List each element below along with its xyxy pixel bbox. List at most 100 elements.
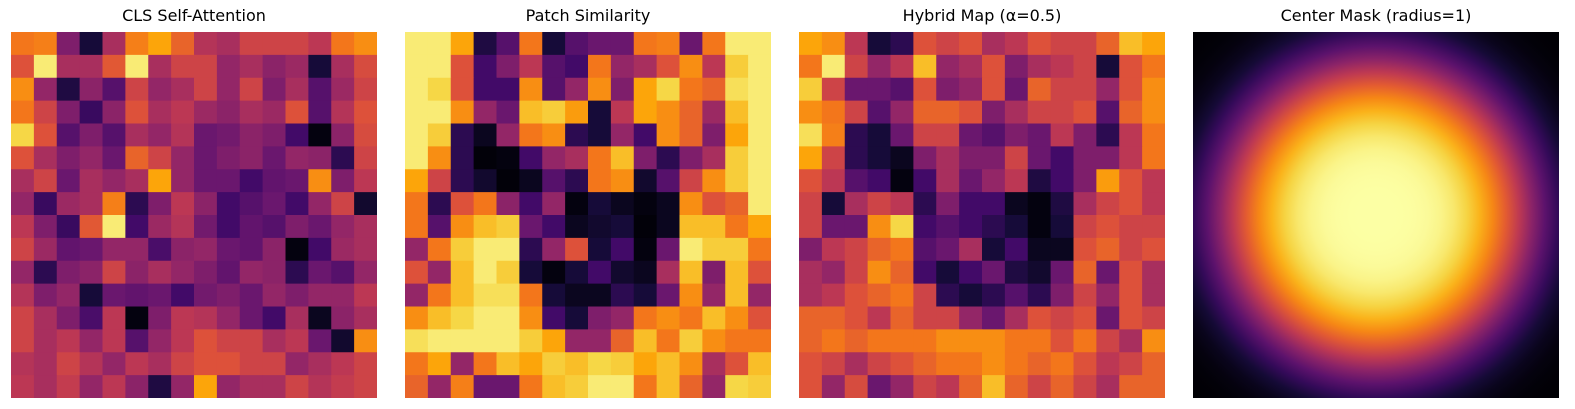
heatmap-cell: [496, 306, 520, 330]
heatmap-cell: [702, 146, 726, 170]
heatmap-cell: [11, 329, 35, 353]
heatmap-cell: [56, 123, 81, 147]
heatmap-cell: [610, 260, 635, 285]
heatmap-cell: [959, 329, 983, 353]
panel-cls-self-attention: CLS Self-Attention: [11, 0, 377, 409]
heatmap-cell: [702, 100, 726, 124]
heatmap-cell: [148, 77, 172, 102]
heatmap-cell: [194, 146, 218, 170]
heatmap-cell: [1096, 77, 1120, 102]
heatmap-cell: [1073, 237, 1097, 262]
heatmap-cell: [725, 54, 749, 79]
heatmap-cell: [799, 100, 823, 124]
heatmap-cell: [725, 192, 749, 216]
heatmap-cell: [194, 329, 218, 353]
heatmap-cell: [171, 192, 195, 216]
heatmap-cell: [239, 54, 264, 79]
heatmap-cell: [148, 352, 172, 376]
heatmap-cell: [125, 54, 149, 79]
heatmap-cell: [844, 100, 869, 124]
heatmap-cell: [1119, 123, 1143, 147]
heatmap-cell: [216, 100, 241, 124]
heatmap-cell: [588, 306, 612, 330]
heatmap-cell: [959, 169, 983, 193]
heatmap-cell: [239, 123, 264, 147]
heatmap-cell: [542, 306, 566, 330]
heatmap-cell: [702, 260, 726, 285]
heatmap-cell: [1073, 215, 1097, 239]
heatmap-cell: [890, 77, 914, 102]
heatmap-cell: [171, 146, 195, 170]
heatmap-cell: [542, 237, 566, 262]
heatmap-cell: [542, 54, 566, 79]
heatmap-cell: [102, 283, 126, 307]
heatmap-cell: [867, 283, 891, 307]
heatmap-cell: [239, 352, 264, 376]
heatmap-cell: [633, 32, 658, 56]
heatmap-cell: [1004, 260, 1029, 285]
heatmap-cell: [565, 260, 589, 285]
heatmap-cell: [262, 329, 286, 353]
heatmap-cell: [496, 375, 520, 398]
heatmap-cell: [427, 169, 452, 193]
heatmap-cell: [1004, 146, 1029, 170]
heatmap-cell: [1073, 146, 1097, 170]
heatmap-cell: [610, 32, 635, 56]
heatmap-cell: [913, 77, 937, 102]
heatmap-cell: [148, 146, 172, 170]
heatmap-cell: [959, 100, 983, 124]
heatmap-cell: [1004, 77, 1029, 102]
heatmap-cell: [913, 306, 937, 330]
heatmap-cell: [56, 146, 81, 170]
heatmap-cell: [725, 375, 749, 398]
heatmap-cell: [194, 375, 218, 398]
heatmap-cell: [331, 306, 355, 330]
heatmap-cell: [959, 260, 983, 285]
heatmap-cell: [216, 329, 241, 353]
heatmap-cell: [1004, 375, 1029, 398]
heatmap-cell: [959, 32, 983, 56]
heatmap-cell: [702, 329, 726, 353]
heatmap-cell: [405, 123, 429, 147]
heatmap-cell: [496, 215, 520, 239]
heatmap-cell: [1119, 283, 1143, 307]
heatmap-cell: [285, 260, 309, 285]
heatmap-cell: [56, 375, 81, 398]
heatmap-cell: [679, 329, 703, 353]
heatmap-cell: [331, 375, 355, 398]
heatmap-cell: [725, 169, 749, 193]
heatmap-cell: [450, 260, 475, 285]
heatmap-cell: [405, 306, 429, 330]
heatmap-cell: [11, 237, 35, 262]
heatmap-cell: [405, 283, 429, 307]
heatmap-cell: [890, 169, 914, 193]
heatmap-cell: [679, 283, 703, 307]
heatmap-cell: [1073, 100, 1097, 124]
heatmap-cell: [1073, 32, 1097, 56]
heatmap-cell: [821, 306, 846, 330]
heatmap-cell: [194, 32, 218, 56]
heatmap-cell: [799, 260, 823, 285]
heatmap-cell: [656, 375, 680, 398]
heatmap-cell: [679, 54, 703, 79]
heatmap-cell: [11, 260, 35, 285]
heatmap-cell: [171, 54, 195, 79]
heatmap-cell: [450, 32, 475, 56]
heatmap-cell: [194, 100, 218, 124]
heatmap-cell: [1096, 123, 1120, 147]
heatmap-cell: [913, 54, 937, 79]
heatmap-cell: [799, 237, 823, 262]
heatmap-cell: [656, 32, 680, 56]
heatmap-cell: [542, 260, 566, 285]
heatmap-cell: [148, 329, 172, 353]
heatmap-cell: [354, 329, 377, 353]
heatmap-cell: [102, 54, 126, 79]
heatmap-cell: [748, 32, 771, 56]
panel-title: Hybrid Map (α=0.5): [902, 6, 1062, 25]
heatmap-cell: [102, 306, 126, 330]
heatmap-cell: [331, 352, 355, 376]
heatmap-cell: [542, 146, 566, 170]
heatmap-cell: [239, 146, 264, 170]
heatmap-cell: [1073, 123, 1097, 147]
heatmap-cell: [11, 306, 35, 330]
